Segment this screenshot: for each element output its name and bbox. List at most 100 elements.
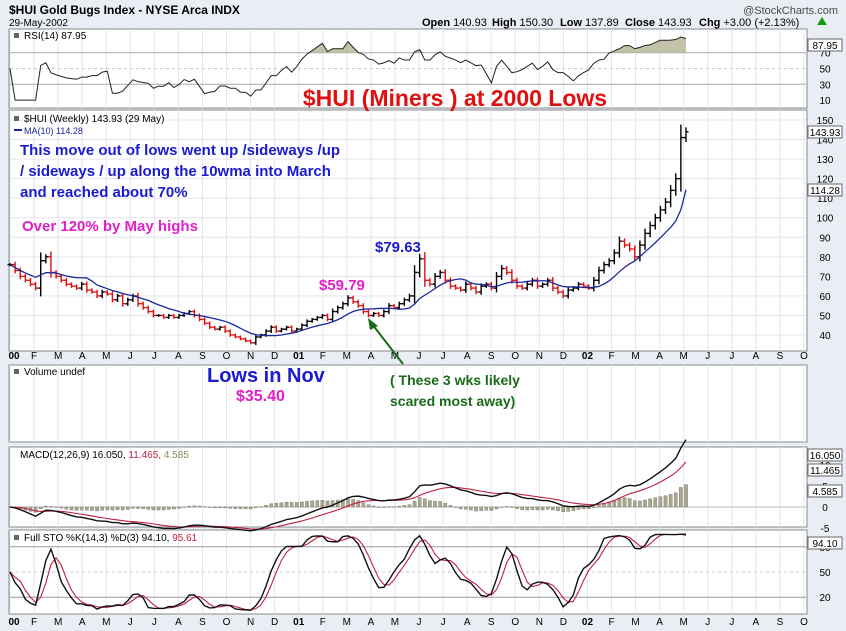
price-bar	[627, 242, 633, 252]
annotation-arrow-note-2: scared most away)	[390, 393, 515, 409]
x-axis-label: O	[223, 617, 231, 628]
x-axis-label: N	[536, 351, 543, 362]
ohlc-label: Low	[560, 17, 582, 29]
macd-histogram-bar	[417, 497, 422, 508]
macd-histogram-bar	[228, 506, 233, 509]
macd-histogram-bar	[218, 506, 222, 508]
macd-histogram-bar	[141, 506, 145, 510]
price-bar	[325, 313, 331, 322]
macd-histogram-bar	[576, 506, 581, 510]
x-axis-label: 01	[293, 351, 305, 362]
price-tick-label: 150	[817, 116, 834, 127]
x-axis-label: A	[656, 617, 663, 628]
volume-panel	[8, 364, 808, 443]
macd-histogram-bar	[38, 506, 43, 510]
price-bar	[673, 173, 679, 196]
price-bar	[140, 301, 146, 310]
x-axis-label: J	[417, 617, 422, 628]
ma10-line	[9, 189, 687, 337]
price-bar	[243, 337, 249, 343]
x-axis-label: A	[464, 351, 471, 362]
annotation-low-title: Lows in Nov	[207, 365, 326, 387]
x-axis-label: 02	[582, 617, 594, 628]
x-axis-label: N	[247, 351, 254, 362]
ma-last-label-box	[807, 183, 843, 197]
annotation-arrow-head	[368, 318, 378, 330]
price-bar	[217, 325, 223, 331]
macd-histogram-bar	[274, 503, 279, 508]
price-bar	[104, 290, 110, 296]
macd-histogram-bar	[448, 505, 453, 508]
price-bar	[330, 308, 336, 323]
macd-histogram-bar	[95, 506, 99, 512]
sto-k-line	[9, 533, 687, 612]
price-bar	[463, 281, 469, 293]
x-axis-label: A	[464, 617, 471, 628]
price-bar	[89, 288, 95, 294]
x-axis-label: M	[391, 617, 399, 628]
up-arrow-icon	[817, 17, 827, 25]
price-bar	[125, 297, 131, 306]
macd-histogram-bar	[366, 504, 371, 508]
sto-tick-label: 20	[819, 593, 831, 604]
macd-histogram-bar	[315, 500, 320, 508]
signal-last-label: 11.465	[810, 466, 840, 477]
ohlc-label: Close	[625, 17, 655, 29]
rsi-tick-label: 70	[819, 49, 831, 60]
price-bar	[401, 297, 407, 306]
x-axis-label: J	[729, 351, 734, 362]
macd-histogram-bar	[407, 504, 412, 508]
x-axis-label: A	[79, 617, 86, 628]
price-bar	[642, 228, 648, 250]
macd-histogram-bar	[248, 506, 253, 510]
macd-tick-label: 0	[822, 503, 828, 514]
price-bar	[417, 253, 423, 278]
sto-main-label: Full STO %K(14,3) %D(3) 94.10,	[24, 533, 169, 544]
ohlc-open: Open 140.93	[422, 17, 487, 29]
macd-histogram-bar	[100, 506, 104, 511]
macd-histogram-bar	[484, 506, 489, 511]
annotation-peak-1: $59.79	[319, 277, 365, 294]
macd-histogram-bar	[90, 506, 94, 511]
price-bar	[473, 285, 479, 295]
price-tick-label: 130	[817, 155, 834, 166]
x-axis-label: 00	[8, 617, 20, 628]
x-axis-label: F	[320, 351, 326, 362]
price-bar	[278, 327, 284, 333]
price-bar	[534, 277, 540, 289]
price-bar	[150, 309, 156, 318]
x-axis-label: J	[417, 351, 422, 362]
x-axis-label: M	[54, 351, 62, 362]
x-axis-label: S	[488, 617, 495, 628]
macd-histogram-bar	[64, 506, 69, 510]
price-bar	[555, 285, 561, 295]
price-bar	[657, 205, 663, 222]
macd-histogram-bar	[638, 500, 642, 508]
macd-histogram-bar	[571, 506, 576, 511]
sto-last-label: 94.10	[812, 539, 837, 550]
macd-tick-label: -5	[821, 524, 830, 535]
price-bar	[371, 311, 377, 317]
x-axis-label: O	[511, 351, 519, 362]
macd-histogram-bar	[412, 500, 417, 508]
price-bar	[120, 292, 126, 307]
rsi-tick-label: 50	[819, 65, 831, 76]
x-axis-label: M	[680, 351, 688, 362]
price-bar	[442, 269, 448, 284]
price-bar	[663, 197, 669, 215]
macd-histogram-bar	[510, 506, 514, 508]
macd-histogram-bar	[161, 506, 166, 511]
price-bar	[304, 319, 310, 328]
ohlc-high: High 150.30	[492, 17, 553, 29]
macd-histogram-bar	[561, 506, 565, 512]
macd-histogram-bar	[489, 506, 494, 511]
x-axis-label: J	[705, 617, 710, 628]
price-bar	[58, 274, 64, 283]
macd-histogram-bar	[469, 506, 473, 511]
macd-histogram-bar	[33, 506, 38, 513]
macd-histogram-bar	[387, 506, 391, 508]
rsi-last-label: 87.95	[812, 41, 837, 52]
price-bar	[212, 325, 218, 331]
macd-histogram-bar	[679, 487, 683, 508]
x-axis-label: A	[368, 351, 375, 362]
